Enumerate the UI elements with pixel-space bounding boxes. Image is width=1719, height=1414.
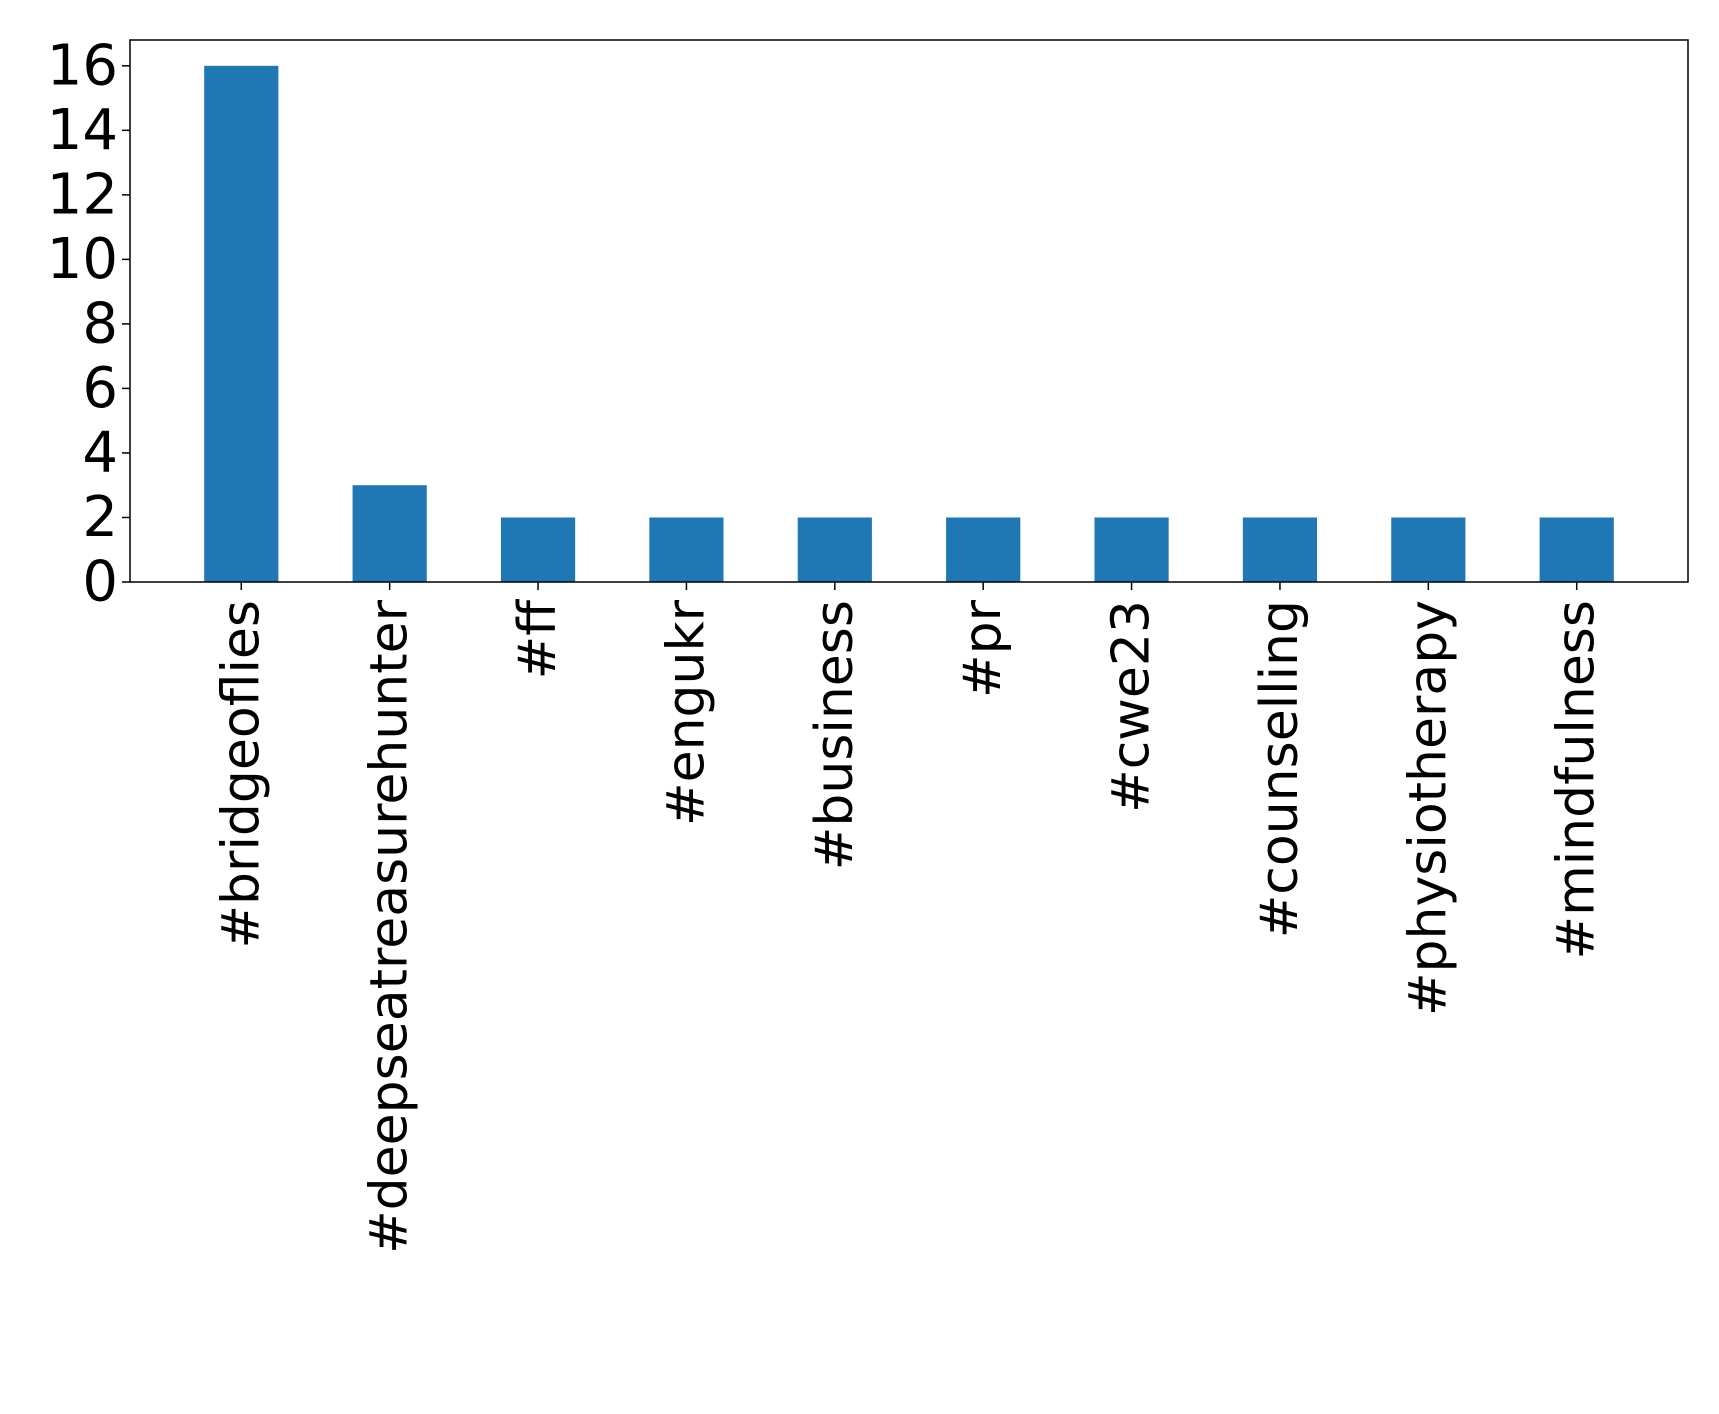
bar-bridgeoflies <box>204 65 279 583</box>
x-tick-label: #bridgeoflies <box>211 600 271 949</box>
y-tick-label: 0 <box>82 550 118 615</box>
x-tick-label: #cwe23 <box>1102 600 1162 813</box>
y-tick-label: 10 <box>47 227 118 292</box>
bar-business <box>797 517 872 582</box>
bar-deepseatreasurehunter <box>352 485 427 582</box>
y-tick-label: 16 <box>47 33 118 98</box>
x-tick-label: #physiotherapy <box>1398 600 1458 1016</box>
bar-pr <box>946 517 1021 582</box>
x-tick-label: #counselling <box>1250 600 1310 938</box>
bars-layer <box>204 65 1614 583</box>
x-tick-label: #mindfulness <box>1547 600 1607 959</box>
bar-engukr <box>649 517 724 582</box>
bar-cwe23 <box>1094 517 1169 582</box>
bar-physiotherapy <box>1391 517 1466 582</box>
x-tick-label: #business <box>805 600 865 870</box>
x-tick-label: #deepseatreasurehunter <box>360 599 420 1254</box>
plot-frame <box>129 39 1689 583</box>
y-tick-label: 6 <box>82 356 118 421</box>
x-tick-label: #engukr <box>656 599 716 826</box>
y-tick-label: 8 <box>82 291 118 356</box>
x-tick-label: #ff <box>508 599 568 680</box>
y-tick-label: 4 <box>82 420 118 485</box>
y-tick-label: 2 <box>82 485 118 550</box>
bar-mindfulness <box>1539 517 1614 582</box>
x-tick-label: #pr <box>953 599 1013 698</box>
x-axis: #bridgeoflies #deepseatreasurehunter #ff #e… <box>211 582 1607 1254</box>
y-tick-label: 12 <box>47 162 118 227</box>
bar-ff <box>500 517 576 582</box>
bar-counselling <box>1242 517 1318 582</box>
y-tick-label: 14 <box>47 98 118 163</box>
